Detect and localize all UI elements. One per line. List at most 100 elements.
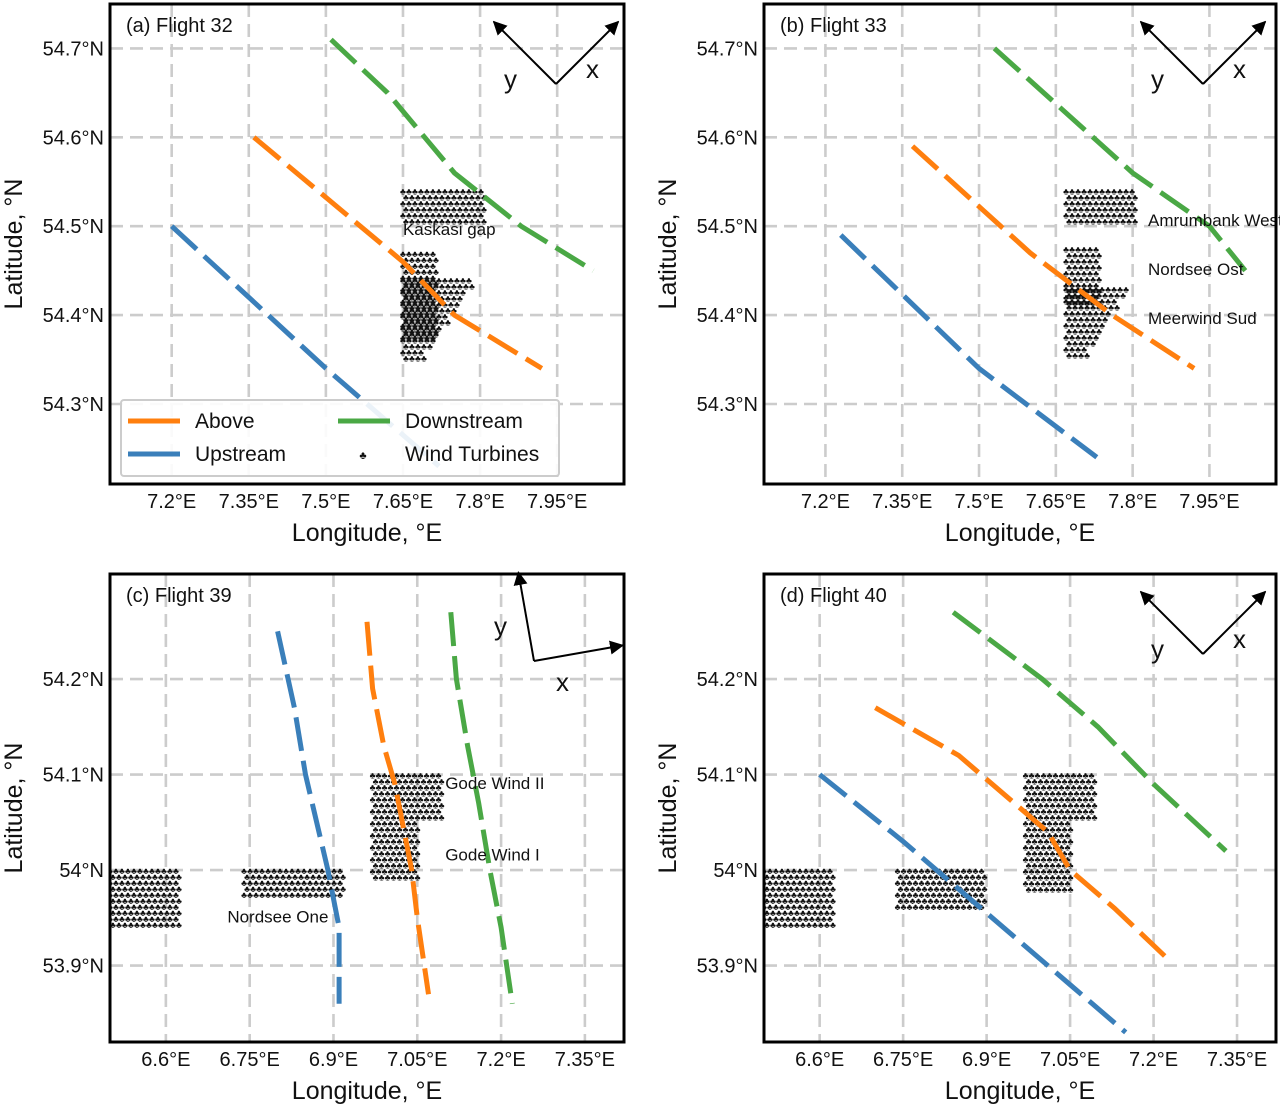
wind-turbine-marker: ♣ [1108, 205, 1114, 215]
wind-turbine-marker: ♣ [761, 866, 767, 876]
wind-turbine-marker: ♣ [409, 813, 415, 823]
y-tick-label: 54.6°N [43, 127, 104, 149]
wind-turbine-marker: ♣ [415, 813, 421, 823]
wind-turbine-marker: ♣ [1066, 314, 1072, 324]
wind-turbine-marker: ♣ [1038, 848, 1044, 858]
wind-turbine-marker: ♣ [164, 896, 170, 906]
wind-turbine-marker: ♣ [830, 920, 836, 930]
wind-turbine-marker: ♣ [167, 914, 173, 924]
wind-turbine-marker: ♣ [140, 884, 146, 894]
wind-turbine-marker: ♣ [466, 199, 472, 209]
wind-turbine-marker: ♣ [134, 908, 140, 918]
wind-turbine-marker: ♣ [1044, 777, 1050, 787]
wind-turbine-marker: ♣ [439, 217, 445, 227]
wind-turbine-marker: ♣ [1062, 789, 1068, 799]
wind-turbine-marker: ♣ [767, 878, 773, 888]
wind-turbine-marker: ♣ [1072, 274, 1078, 284]
wind-turbine-marker: ♣ [421, 294, 427, 304]
wind-turbine-marker: ♣ [373, 824, 379, 834]
wind-turbine-marker: ♣ [1069, 292, 1075, 302]
wind-turbine-marker: ♣ [1090, 314, 1096, 324]
track-upstream [275, 630, 342, 1004]
wind-turbine-marker: ♣ [815, 902, 821, 912]
wind-turbine-marker: ♣ [313, 878, 319, 888]
wind-turbine-marker: ♣ [1035, 842, 1041, 852]
wind-turbine-marker: ♣ [1087, 332, 1093, 342]
wind-turbine-marker: ♣ [457, 282, 463, 292]
wind-turbine-marker: ♣ [964, 872, 970, 882]
wind-turbine-marker: ♣ [409, 824, 415, 834]
wind-turbine-marker: ♣ [394, 783, 400, 793]
wind-turbine-marker: ♣ [436, 199, 442, 209]
wind-turbine-marker: ♣ [247, 866, 253, 876]
wind-turbine-marker: ♣ [155, 902, 161, 912]
wind-turbine-marker: ♣ [400, 324, 406, 334]
wind-turbine-marker: ♣ [400, 333, 406, 343]
wind-turbine-marker: ♣ [406, 211, 412, 221]
wind-turbine-marker: ♣ [776, 908, 782, 918]
wind-turbine-marker: ♣ [1120, 205, 1126, 215]
wind-turbine-marker: ♣ [439, 294, 445, 304]
wind-turbine-marker: ♣ [1092, 813, 1098, 823]
wind-turbine-marker: ♣ [1047, 842, 1053, 852]
wind-turbine-marker: ♣ [800, 908, 806, 918]
wind-turbine-marker: ♣ [122, 908, 128, 918]
wind-turbine-marker: ♣ [409, 777, 415, 787]
wind-turbine-marker: ♣ [433, 330, 439, 340]
wind-turbine-marker: ♣ [340, 872, 346, 882]
wind-turbine-marker: ♣ [406, 273, 412, 283]
wind-turbine-marker: ♣ [961, 878, 967, 888]
wind-turbine-marker: ♣ [412, 818, 418, 828]
wind-turbine-marker: ♣ [1078, 205, 1084, 215]
wind-turbine-marker: ♣ [1071, 807, 1077, 817]
wind-turbine-marker: ♣ [761, 902, 767, 912]
wind-turbine-marker: ♣ [433, 327, 439, 337]
wind-turbine-marker: ♣ [149, 866, 155, 876]
panel-frame [108, 572, 626, 1044]
wind-turbine-marker: ♣ [481, 217, 487, 227]
wind-turbine-marker: ♣ [143, 890, 149, 900]
wind-turbine-marker: ♣ [1083, 807, 1089, 817]
wind-turbine-marker: ♣ [976, 872, 982, 882]
wind-turbine-marker: ♣ [289, 866, 295, 876]
wind-turbine-marker: ♣ [280, 884, 286, 894]
wind-turbine-marker: ♣ [463, 217, 469, 227]
wind-turbine-marker: ♣ [167, 866, 173, 876]
wind-turbine-marker: ♣ [134, 884, 140, 894]
wind-turbine-marker: ♣ [376, 795, 382, 805]
wind-turbine-marker: ♣ [149, 902, 155, 912]
wind-turbine-marker: ♣ [1023, 854, 1029, 864]
wind-turbine-marker: ♣ [406, 324, 412, 334]
wind-turbine-marker: ♣ [1063, 344, 1069, 354]
wind-turbine-marker: ♣ [370, 771, 376, 781]
wind-turbine-marker: ♣ [430, 276, 436, 286]
wind-turbine-marker: ♣ [809, 866, 815, 876]
wind-turbine-marker: ♣ [770, 884, 776, 894]
wind-turbine-marker: ♣ [1023, 830, 1029, 840]
wind-turbine-marker: ♣ [1078, 350, 1084, 360]
x-direction-arrow [555, 20, 620, 85]
wind-turbine-marker: ♣ [1108, 302, 1114, 312]
wind-turbine-marker: ♣ [391, 836, 397, 846]
wind-turbine-marker: ♣ [767, 866, 773, 876]
wind-turbine-marker: ♣ [1066, 193, 1072, 203]
wind-turbine-marker: ♣ [767, 914, 773, 924]
wind-turbine-marker: ♣ [1075, 332, 1081, 342]
wind-turbine-marker: ♣ [424, 261, 430, 271]
wind-turbine-marker: ♣ [391, 801, 397, 811]
wind-turbine-marker: ♣ [397, 824, 403, 834]
x-axis-label: Longitude, °E [292, 519, 442, 547]
wind-turbine-marker: ♣ [137, 914, 143, 924]
wind-turbine-marker: ♣ [1084, 262, 1090, 272]
wind-turbine-marker: ♣ [961, 866, 967, 876]
wind-turbine-marker: ♣ [922, 872, 928, 882]
wind-turbine-marker: ♣ [173, 890, 179, 900]
wind-turbine-marker: ♣ [433, 801, 439, 811]
wind-turbine-marker: ♣ [412, 276, 418, 286]
wind-turbine-marker: ♣ [895, 890, 901, 900]
wind-turbine-marker: ♣ [388, 866, 394, 876]
wind-turbine-marker: ♣ [436, 300, 442, 310]
wind-turbine-marker: ♣ [161, 902, 167, 912]
wind-turbine-marker: ♣ [400, 830, 406, 840]
wind-turbine-marker: ♣ [409, 205, 415, 215]
